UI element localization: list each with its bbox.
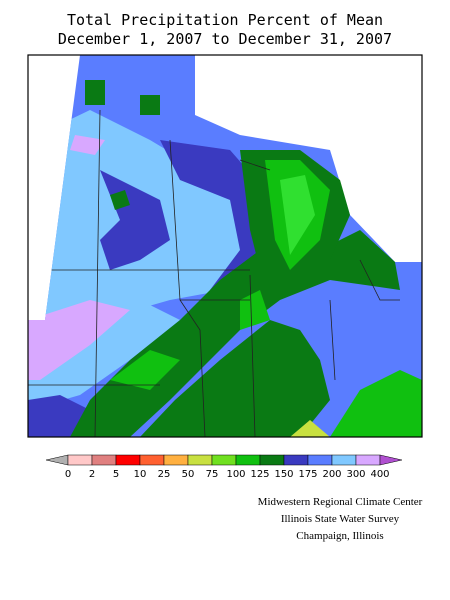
legend-label: 150	[274, 469, 293, 480]
credit: Illinois State Water Survey	[281, 513, 400, 525]
legend-label: 10	[134, 469, 147, 480]
credit: Champaign, Illinois	[296, 530, 383, 542]
legend-arrow	[379, 454, 403, 466]
legend-label: 200	[322, 469, 341, 480]
legend-swatch	[331, 454, 357, 466]
title: Total Precipitation Percent of Mean	[67, 11, 383, 29]
legend-swatch	[163, 454, 189, 466]
legend-label: 100	[226, 469, 245, 480]
legend-label: 300	[346, 469, 365, 480]
legend-label: 75	[206, 469, 219, 480]
legend-swatch	[283, 454, 309, 466]
legend-arrow	[45, 454, 69, 466]
legend: 0 2 5 10 25 50 75 100 125 150 175 200 300 400	[45, 454, 403, 480]
legend-swatch	[259, 454, 285, 466]
legend-label: 25	[158, 469, 171, 480]
legend-swatch	[235, 454, 261, 466]
legend-label: 0	[65, 469, 71, 480]
legend-swatch	[307, 454, 333, 466]
legend-swatch	[139, 454, 165, 466]
credit: Midwestern Regional Climate Center	[258, 496, 423, 508]
legend-swatch	[115, 454, 141, 466]
legend-label: 175	[298, 469, 317, 480]
legend-swatch	[67, 454, 93, 466]
legend-label: 125	[250, 469, 269, 480]
legend-label: 400	[370, 469, 389, 480]
map	[27, 54, 423, 438]
legend-swatch	[91, 454, 117, 466]
legend-swatch	[211, 454, 237, 466]
legend-label: 2	[89, 469, 95, 480]
legend-swatch	[187, 454, 213, 466]
legend-label: 50	[182, 469, 195, 480]
legend-label: 5	[113, 469, 119, 480]
subtitle: December 1, 2007 to December 31, 2007	[58, 30, 392, 48]
legend-swatch	[355, 454, 381, 466]
